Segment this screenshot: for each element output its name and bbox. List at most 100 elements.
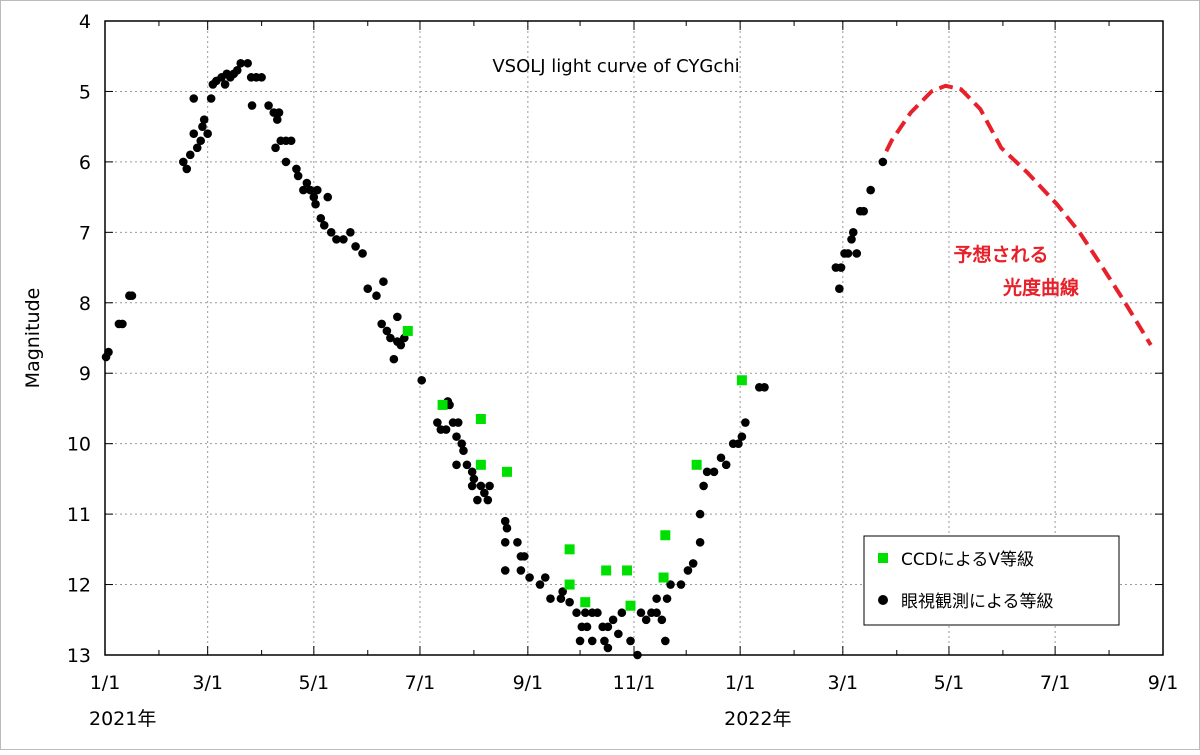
visual-point <box>452 432 461 441</box>
visual-point <box>323 192 333 202</box>
visual-point <box>525 573 534 582</box>
visual-point <box>843 249 853 258</box>
y-tick-label: 8 <box>79 293 91 315</box>
visual-point <box>469 474 479 484</box>
visual-point <box>652 594 661 603</box>
visual-point <box>339 235 348 244</box>
predicted-curve <box>884 83 1153 347</box>
visual-point <box>641 615 651 625</box>
visual-point <box>500 516 510 526</box>
visual-point <box>346 228 355 237</box>
visual-point <box>575 636 585 646</box>
visual-point <box>312 185 322 195</box>
visual-point <box>243 58 252 68</box>
x-tick-label: 3/1 <box>828 672 859 694</box>
visual-point <box>480 488 489 498</box>
ccd-point <box>691 459 702 470</box>
visual-point <box>847 235 856 244</box>
visual-point <box>272 115 282 124</box>
x-tick-label: 7/1 <box>1040 672 1071 694</box>
visual-point <box>699 481 708 491</box>
visual-point <box>118 319 127 329</box>
visual-point <box>734 439 743 448</box>
y-tick-label: 9 <box>79 363 91 385</box>
visual-point <box>702 467 712 477</box>
visual-point <box>232 66 242 75</box>
x-tick-label: 9/1 <box>1148 672 1179 694</box>
visual-point <box>467 467 477 477</box>
ccd-point <box>402 325 413 336</box>
visual-point <box>600 636 609 646</box>
visual-point <box>835 284 844 293</box>
visual-point <box>316 213 326 223</box>
visual-point <box>302 178 312 188</box>
visual-point <box>614 629 623 639</box>
y-tick-label: 5 <box>79 81 91 103</box>
visual-point <box>760 383 769 392</box>
visual-point <box>661 636 670 646</box>
visual-point <box>396 340 406 350</box>
ccd-point <box>564 544 575 555</box>
visual-point <box>332 235 341 244</box>
visual-point <box>852 249 862 258</box>
y-tick-label: 12 <box>67 575 91 597</box>
visual-point <box>467 481 477 491</box>
visual-point <box>836 263 846 272</box>
visual-point <box>483 495 493 505</box>
x-tick-label: 9/1 <box>513 672 544 694</box>
visual-point <box>192 143 202 153</box>
visual-point <box>351 242 360 251</box>
visual-point <box>453 418 463 427</box>
x-tick-label: 5/1 <box>299 672 330 694</box>
chart-title: VSOLJ light curve of CYGchi <box>492 56 739 77</box>
visual-point <box>377 319 386 329</box>
visual-point <box>721 460 731 470</box>
visual-point <box>652 608 661 618</box>
visual-point <box>546 594 555 603</box>
year-label: 2022年 <box>724 708 791 730</box>
visual-point <box>185 150 195 160</box>
visual-point <box>500 537 510 547</box>
visual-point <box>572 608 581 618</box>
visual-point <box>513 537 522 547</box>
visual-point <box>393 312 402 322</box>
visual-point <box>417 375 427 385</box>
visual-point <box>179 157 188 167</box>
ccd-point <box>660 530 671 541</box>
ccd-point <box>564 579 575 590</box>
x-tick-label: 1/1 <box>90 672 121 694</box>
visual-point <box>286 136 296 146</box>
legend-visual-marker <box>878 595 888 605</box>
visual-point <box>326 228 336 237</box>
ccd-point <box>601 565 612 576</box>
visual-point <box>565 597 574 607</box>
visual-point <box>379 277 388 286</box>
ccd-point <box>622 565 633 576</box>
visual-point <box>476 481 486 491</box>
visual-point <box>203 129 212 139</box>
ccd-point <box>625 600 636 611</box>
ccd-point <box>475 414 486 425</box>
visual-point <box>196 136 206 146</box>
visual-point <box>236 58 246 68</box>
ccd-point <box>658 572 669 583</box>
visual-point <box>220 80 230 89</box>
visual-point <box>603 622 613 632</box>
ccd-point <box>736 375 747 386</box>
visual-point <box>688 559 698 568</box>
visual-point <box>271 143 280 153</box>
visual-point <box>182 164 192 174</box>
visual-point <box>582 622 592 632</box>
y-tick-label: 10 <box>67 434 91 456</box>
axis-ticks: 4 5 6 7 8 9 10 11 12 13 1/1 3/1 5/1 7/1 9/1 11/1 1/1 3/1 5… <box>67 11 1178 730</box>
y-tick-label: 11 <box>67 504 91 526</box>
visual-point <box>306 185 315 195</box>
visual-point <box>516 566 526 575</box>
visual-point <box>662 594 672 603</box>
visual-point <box>683 566 693 575</box>
visual-point <box>433 418 442 427</box>
legend-visual-label: 眼視観測による等級 <box>901 592 1054 612</box>
visual-point <box>603 643 613 653</box>
